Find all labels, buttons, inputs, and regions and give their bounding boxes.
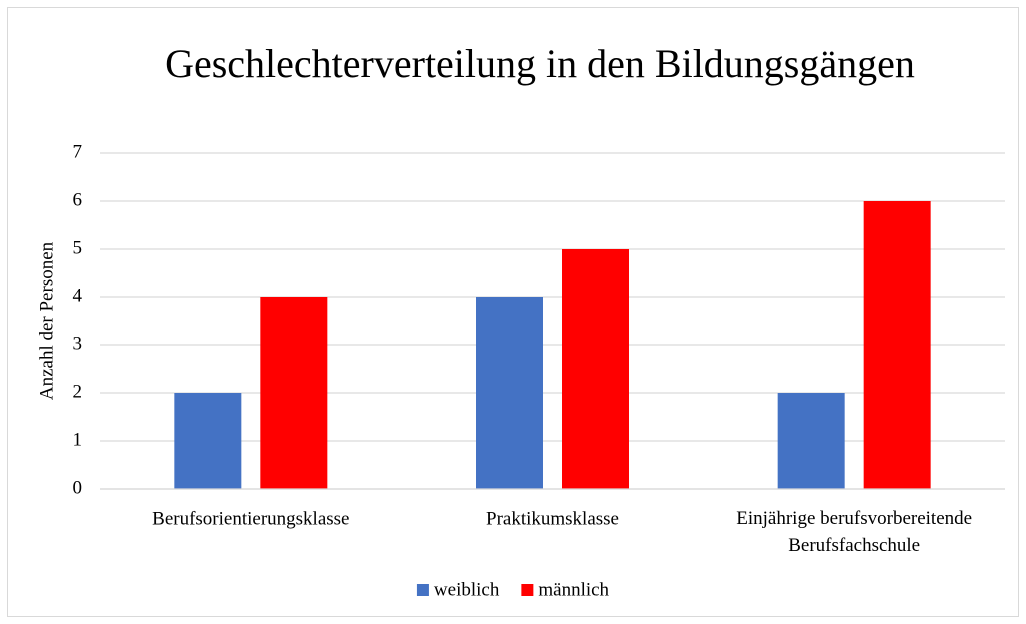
y-tick-label: 3 <box>73 333 83 354</box>
y-tick-label: 4 <box>73 285 83 306</box>
y-tick-label: 0 <box>73 477 83 498</box>
x-tick-label: Praktikumsklasse <box>486 508 619 529</box>
y-tick-label: 7 <box>73 141 83 162</box>
y-tick-label: 2 <box>73 381 83 402</box>
legend-swatch <box>416 584 429 596</box>
y-axis-label: Anzahl der Personen <box>36 241 57 400</box>
bar <box>863 201 931 489</box>
bar <box>562 249 629 489</box>
bar <box>476 297 543 489</box>
y-tick-label: 1 <box>73 429 83 450</box>
legend-label: weiblich <box>434 579 500 600</box>
bar <box>777 393 845 489</box>
bar <box>260 297 328 489</box>
x-tick-label: Einjährige berufsvorbereitende Berufsfach… <box>736 508 972 556</box>
legend-label: männlich <box>538 579 609 600</box>
chart-title: Geschlechterverteilung in den Bildungsgä… <box>165 41 915 86</box>
legend-swatch <box>521 584 534 596</box>
bar <box>174 393 242 489</box>
y-tick-label: 5 <box>73 237 83 258</box>
x-tick-label: Berufsorientierungsklasse <box>152 508 349 529</box>
y-tick-label: 6 <box>73 189 83 210</box>
